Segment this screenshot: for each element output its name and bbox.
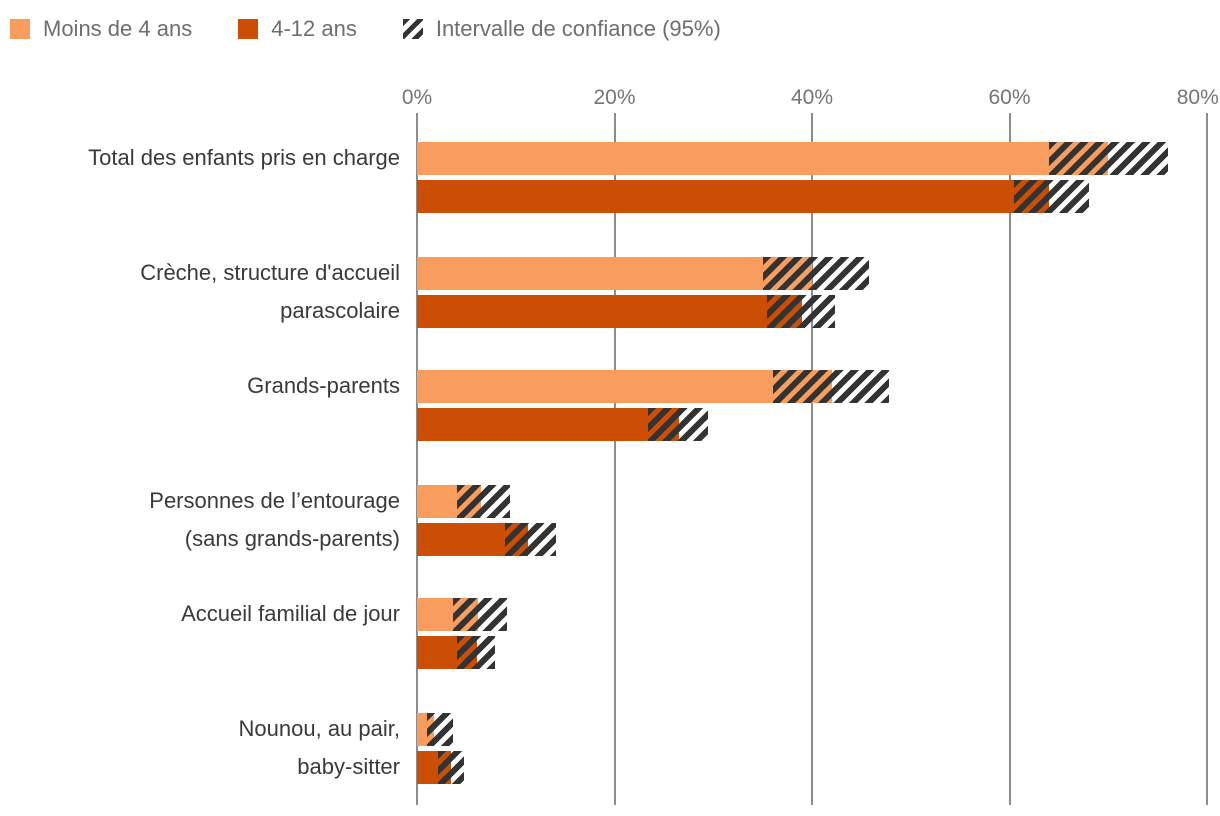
bar-moins-de-4-ans [417, 142, 1109, 175]
x-tick-mark [613, 113, 616, 123]
x-tick-label: 40% [790, 86, 834, 109]
legend-item-moins-de-4-ans: Moins de 4 ans [10, 16, 192, 42]
category-label-line: Nounou, au pair, [238, 716, 400, 741]
bar-4-12-ans [417, 180, 1049, 213]
category-label-line: baby-sitter [297, 754, 400, 779]
confidence-interval-band [772, 370, 890, 403]
legend-label: Moins de 4 ans [43, 16, 193, 41]
category-label: Total des enfants pris en charge [0, 139, 400, 177]
legend-item-4-12-ans: 4-12 ans [238, 16, 357, 42]
confidence-interval-band [762, 257, 870, 290]
category-label-line: Personnes de l’entourage [149, 488, 400, 513]
confidence-interval-band [1049, 142, 1168, 175]
legend-label: 4-12 ans [271, 16, 357, 41]
confidence-interval-band [457, 636, 495, 669]
bar-moins-de-4-ans [417, 370, 832, 403]
confidence-interval-band [426, 713, 453, 746]
x-tick-label: 60% [988, 86, 1031, 109]
x-tick-mark [416, 113, 418, 123]
x-tick-mark [1206, 113, 1208, 123]
bar-4-12-ans [417, 408, 679, 441]
legend-swatch-hatch-icon [402, 19, 423, 39]
x-tick-label: 0% [401, 86, 433, 109]
x-tick-label: 80% [1176, 86, 1219, 109]
category-label-line: parascolaire [280, 298, 400, 323]
confidence-interval-band [457, 485, 510, 518]
confidence-interval-band [437, 751, 465, 784]
category-label-line: (sans grands-parents) [184, 526, 400, 551]
category-label: Personnes de l’entourage (sans grands-par… [0, 482, 400, 558]
confidence-interval-band [648, 408, 709, 441]
confidence-interval-band [452, 598, 507, 631]
x-tick-mark [811, 113, 813, 123]
confidence-interval-band [1014, 180, 1089, 213]
bar-4-12-ans [417, 295, 803, 328]
legend-label: Intervalle de confiance (95%) [435, 16, 721, 41]
category-label-line: Accueil familial de jour [181, 601, 400, 626]
confidence-interval-band [504, 523, 557, 556]
plot-area [416, 123, 1208, 805]
legend-swatch-light-orange [10, 19, 30, 39]
category-label: Crèche, structure d'accueil parascolaire [0, 254, 400, 330]
legend-swatch-dark-orange [238, 19, 259, 39]
category-label: Accueil familial de jour [0, 595, 400, 633]
confidence-interval-band [766, 295, 835, 328]
gridline [1206, 123, 1208, 805]
x-tick-label: 20% [593, 86, 636, 109]
category-label-line: Grands-parents [247, 373, 400, 398]
gridline [811, 123, 813, 805]
legend-item-confidence-interval: Intervalle de confiance (95%) [402, 16, 721, 42]
legend: Moins de 4 ans 4-12 ans Intervalle de co… [10, 16, 721, 42]
gridline [613, 123, 616, 805]
x-tick-mark [1008, 113, 1011, 123]
gridline [1008, 123, 1011, 805]
category-label: Grands-parents [0, 367, 400, 405]
category-label-line: Total des enfants pris en charge [88, 145, 400, 170]
bar-moins-de-4-ans [417, 257, 812, 290]
gridline [416, 123, 418, 805]
category-label: Nounou, au pair, baby-sitter [0, 710, 400, 786]
category-label-line: Crèche, structure d'accueil [140, 260, 400, 285]
